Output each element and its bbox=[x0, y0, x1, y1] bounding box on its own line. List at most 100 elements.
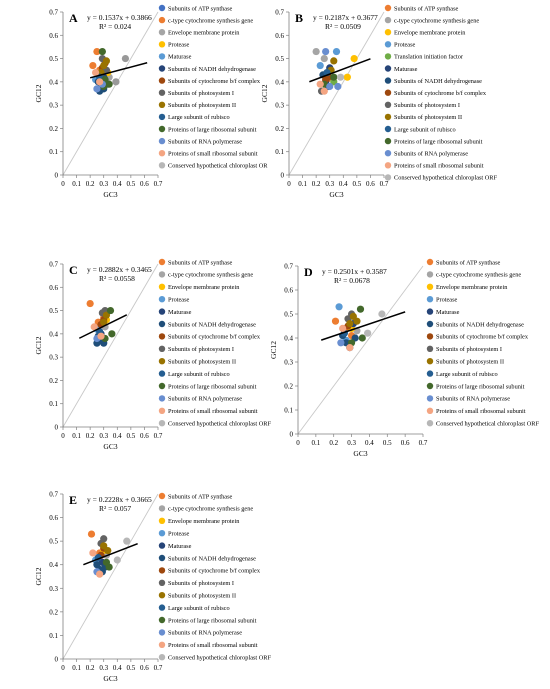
data-point bbox=[356, 305, 365, 313]
x-tick-label: 0.7 bbox=[380, 180, 389, 188]
y-tick-label: 0.4 bbox=[49, 78, 58, 86]
y-tick-label: 0 bbox=[281, 172, 285, 180]
legend-entry: Large subunit of rubisco bbox=[168, 371, 230, 378]
x-tick-label: 0.5 bbox=[126, 180, 135, 188]
legend-marker bbox=[158, 333, 166, 340]
x-tick-label: 0.3 bbox=[99, 180, 108, 188]
legend-entry: Proteins of small ribosomal subunit bbox=[436, 408, 526, 415]
data-point bbox=[316, 80, 324, 88]
legend-entry: Subunits of ATP synthase bbox=[168, 5, 233, 12]
legend-marker bbox=[426, 358, 434, 365]
y-tick-label: 0.3 bbox=[284, 359, 293, 367]
x-tick-label: 0.7 bbox=[154, 432, 163, 440]
legend-entry: c-type cytochrome synthesis gene bbox=[168, 272, 253, 279]
legend-marker bbox=[158, 542, 166, 549]
x-tick-label: 0 bbox=[287, 180, 291, 188]
legend-entry: Subunits of NADH dehydrogenase bbox=[394, 78, 482, 85]
y-tick-label: 0.5 bbox=[49, 55, 58, 63]
x-tick-label: 0.3 bbox=[347, 439, 356, 447]
chart-panel-c: 0 0.1 0.2 0.3 0.4 0.5 0.6 0.7 0 0.1 0.2 0.3 0.4 0.5 0.… bbox=[34, 258, 272, 451]
legend-marker bbox=[384, 29, 392, 36]
data-point bbox=[339, 324, 347, 332]
legend-marker bbox=[158, 505, 166, 512]
legend-marker bbox=[158, 382, 166, 390]
x-axis-label: GC3 bbox=[103, 190, 117, 199]
legend-marker bbox=[384, 16, 392, 24]
panel-label: B bbox=[295, 11, 303, 25]
legend-marker bbox=[158, 296, 166, 303]
legend-entry: Subunits of RNA polymerase bbox=[168, 630, 242, 637]
legend-marker bbox=[384, 174, 392, 181]
legend-entry: Subunits of RNA polymerase bbox=[168, 138, 242, 145]
r-squared-label: R² = 0.057 bbox=[99, 504, 131, 513]
legend-entry: Proteins of small ribosomal subunit bbox=[394, 163, 484, 170]
panel-label: D bbox=[304, 265, 313, 279]
x-tick-label: 0.1 bbox=[311, 439, 320, 447]
legend-marker bbox=[158, 517, 166, 524]
data-point bbox=[108, 330, 116, 338]
legend-entry: Subunits of photosystem I bbox=[168, 580, 234, 587]
legend-marker bbox=[384, 53, 392, 60]
legend-marker bbox=[158, 258, 166, 266]
chart-panel-b: 0 0.1 0.2 0.3 0.4 0.5 0.6 0.7 0 0.1 0.2 0.3 0.4 0.5 0.… bbox=[260, 4, 498, 199]
data-point bbox=[96, 570, 104, 578]
legend-marker bbox=[158, 308, 166, 315]
legend-marker bbox=[426, 258, 434, 266]
diagonal-reference-line bbox=[62, 263, 159, 428]
r-squared-label: R² = 0.024 bbox=[99, 22, 131, 31]
x-tick-label: 0.4 bbox=[339, 180, 348, 188]
x-tick-label: 0.3 bbox=[99, 664, 108, 672]
y-tick-label: 0.6 bbox=[49, 514, 58, 522]
y-axis-label: GC12 bbox=[269, 341, 278, 359]
data-point bbox=[364, 329, 372, 337]
x-tick-label: 0.3 bbox=[325, 180, 334, 188]
legend-marker bbox=[158, 101, 166, 109]
x-tick-label: 0.2 bbox=[329, 439, 338, 447]
y-axis-label: GC12 bbox=[260, 84, 269, 102]
data-point bbox=[86, 299, 94, 308]
legend-marker bbox=[158, 283, 166, 290]
legend-entry: Envelope membrane protein bbox=[168, 518, 240, 525]
trendline-equation: y = 0.1537x + 0.3866 bbox=[87, 13, 152, 22]
legend-entry: Maturase bbox=[168, 543, 192, 550]
y-tick-label: 0.1 bbox=[284, 407, 293, 415]
x-tick-label: 0.2 bbox=[312, 180, 321, 188]
legend-marker bbox=[426, 283, 434, 290]
legend-marker bbox=[158, 395, 166, 402]
legend-marker bbox=[158, 420, 166, 427]
legend-entry: Protease bbox=[168, 42, 190, 49]
data-point bbox=[102, 558, 111, 566]
y-tick-label: 0.7 bbox=[284, 263, 293, 271]
x-tick-label: 0.5 bbox=[126, 432, 135, 440]
legend-entry: Subunits of cytochrome b/f complex bbox=[168, 78, 261, 85]
legend-entry: Large subunit of rubisco bbox=[168, 605, 230, 612]
y-tick-label: 0.7 bbox=[49, 261, 58, 269]
data-point bbox=[358, 334, 366, 342]
data-point bbox=[105, 80, 113, 88]
x-tick-label: 0.7 bbox=[154, 180, 163, 188]
data-point bbox=[91, 68, 100, 77]
legend-marker bbox=[158, 271, 166, 278]
legend-entry: Subunits of RNA polymerase bbox=[436, 396, 510, 403]
legend-marker bbox=[158, 641, 166, 648]
legend-entry: Proteins of large ribosomal subunit bbox=[436, 383, 525, 390]
legend-entry: Subunits of cytochrome b/f complex bbox=[168, 334, 261, 341]
legend-entry: Large subunit of rubisco bbox=[168, 114, 230, 121]
legend-marker bbox=[158, 629, 166, 636]
legend-entry: Proteins of large ribosomal subunit bbox=[394, 138, 483, 145]
y-tick-label: 0.4 bbox=[284, 335, 293, 343]
data-point bbox=[113, 556, 121, 564]
legend-entry: Subunits of NADH dehydrogenase bbox=[168, 321, 256, 328]
x-tick-label: 0.2 bbox=[86, 432, 95, 440]
data-point bbox=[337, 339, 345, 347]
data-point bbox=[353, 317, 361, 325]
data-point bbox=[336, 73, 345, 81]
x-tick-label: 0.4 bbox=[113, 180, 122, 188]
legend-marker bbox=[426, 320, 434, 328]
y-axis-label: GC12 bbox=[34, 567, 43, 585]
x-tick-label: 0.2 bbox=[86, 664, 95, 672]
legend-marker bbox=[158, 407, 166, 414]
y-tick-label: 0 bbox=[55, 172, 59, 180]
trendline bbox=[89, 62, 148, 79]
y-tick-label: 0.4 bbox=[275, 78, 284, 86]
